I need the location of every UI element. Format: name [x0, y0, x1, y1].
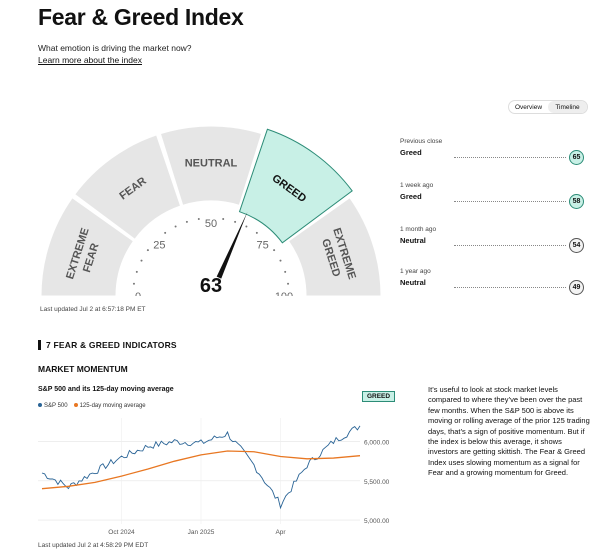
history-score-badge: 49 [569, 280, 584, 295]
legend-moving-average: 125-day moving average [73, 403, 146, 409]
gauge-tick-dot [222, 217, 225, 220]
y-tick-label: 5,500.00 [364, 479, 390, 486]
history-divider [454, 201, 566, 202]
gauge-tick-dot [146, 249, 149, 252]
gauge-tick-dot [132, 282, 135, 285]
indicator-description: It’s useful to look at stock market leve… [428, 385, 590, 478]
x-tick-label: Oct 2024 [108, 529, 135, 536]
gauge-tick-dot [197, 217, 200, 220]
series-moving-average-line [41, 450, 361, 490]
gauge-zone-fear [73, 134, 182, 240]
history-item: 1 week ago Greed 58 [400, 182, 586, 216]
history-label: 1 week ago [400, 182, 434, 189]
gauge-value: 63 [200, 275, 222, 296]
gauge-tick-dot [174, 225, 177, 228]
history-label: 1 year ago [400, 268, 431, 275]
gauge-zone-label: NEUTRAL [185, 157, 238, 169]
page-subtitle: What emotion is driving the market now? [38, 43, 192, 53]
gauge-tick-dot [284, 270, 287, 273]
gauge-tick-dot [234, 220, 237, 223]
indicator-name: MARKET MOMENTUM [38, 364, 128, 374]
gauge-tick-dot [140, 259, 143, 262]
gauge-center [175, 258, 247, 296]
history-rating: Greed [400, 192, 422, 201]
history-item: 1 year ago Neutral 49 [400, 268, 586, 302]
gauge-scale-label: 0 [135, 291, 141, 296]
history-item: Previous close Greed 65 [400, 138, 586, 172]
gauge-zone-extreme-fear [40, 197, 135, 296]
gauge-last-updated: Last updated Jul 2 at 6:57:18 PM ET [40, 306, 146, 313]
y-tick-label: 5,000.00 [364, 518, 390, 525]
gauge-tick-dot [255, 231, 258, 234]
gauge-scale-label: 50 [205, 218, 217, 230]
history-rating: Neutral [400, 278, 426, 287]
fear-greed-gauge: EXTREMEFEARFEARNEUTRALGREEDEXTREMEGREED0… [38, 118, 384, 296]
indicator-rating-badge: GREED [362, 391, 395, 402]
chart-last-updated: Last updated Jul 2 at 4:58:29 PM EDT [38, 542, 149, 549]
history-divider [454, 245, 566, 246]
chart-title: S&P 500 and its 125-day moving average [38, 386, 174, 393]
history-divider [454, 157, 566, 158]
gauge-zone-greed [238, 128, 353, 244]
gauge-scale-label: 100 [275, 291, 293, 296]
history-divider [454, 287, 566, 288]
gauge-tick-dot [279, 259, 282, 262]
gauge-zone-neutral [159, 125, 263, 206]
indicators-section-title: 7 FEAR & GREED INDICATORS [46, 340, 177, 350]
timeline-toggle-button[interactable]: Timeline [548, 101, 587, 113]
gauge-scale-label: 25 [153, 239, 165, 251]
gauge-tick-dot [273, 249, 276, 252]
view-toggle[interactable]: Overview Timeline [508, 100, 588, 114]
series-sp500-line [41, 425, 361, 510]
gauge-tick-dot [135, 270, 138, 273]
history-score-badge: 54 [569, 238, 584, 253]
history-item: 1 month ago Neutral 54 [400, 226, 586, 260]
gauge-scale-label: 75 [256, 239, 268, 251]
section-marker [38, 340, 41, 350]
history-label: 1 month ago [400, 226, 437, 233]
page-title: Fear & Greed Index [38, 4, 244, 30]
history-label: Previous close [400, 138, 443, 145]
gauge-tick-dot [245, 225, 248, 228]
history-rating: Neutral [400, 236, 426, 245]
history-score-badge: 65 [569, 150, 584, 165]
gauge-needle [216, 211, 248, 279]
learn-more-link[interactable]: Learn more about the index [38, 55, 142, 65]
history-rating: Greed [400, 148, 422, 157]
momentum-chart: 5,000.00 5,500.00 6,000.00 Oct 2024 Jan 2025… [38, 414, 400, 542]
gauge-zone-extreme-greed [287, 197, 382, 296]
history-score-badge: 58 [569, 194, 584, 209]
gauge-tick-dot [164, 231, 167, 234]
chart-legend: S&P 500 125-day moving average [38, 403, 146, 409]
legend-sp500: S&P 500 [38, 403, 68, 409]
x-tick-label: Jan 2025 [188, 529, 215, 536]
gauge-tick-dot [287, 282, 290, 285]
overview-toggle-button[interactable]: Overview [514, 103, 543, 111]
gauge-tick-dot [185, 220, 188, 223]
y-tick-label: 6,000.00 [364, 440, 390, 447]
x-tick-label: Apr [275, 529, 286, 536]
